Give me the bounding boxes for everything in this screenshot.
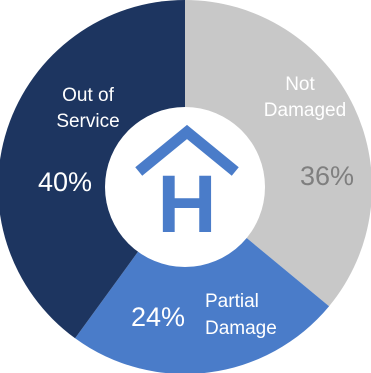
donut-hole <box>105 107 265 267</box>
slice-percent-label: 36% <box>300 161 354 191</box>
center-letter: H <box>157 159 216 250</box>
slice-label-line: Damaged <box>264 100 346 121</box>
slice-label-line: Damage <box>205 318 277 339</box>
slice-not-damaged <box>185 0 371 307</box>
slice-partial-damage <box>75 187 330 373</box>
slice-label-line: Not <box>285 74 315 95</box>
slice-out-of-service <box>0 0 185 339</box>
hospital-house-icon: H <box>135 124 239 250</box>
roof-icon <box>135 124 239 176</box>
slice-label-line: Partial <box>205 291 259 312</box>
slice-percent-label: 40% <box>38 167 92 197</box>
slice-label-line: Out of <box>62 85 114 106</box>
slice-percent-label: 24% <box>131 302 185 332</box>
slice-label-line: Service <box>56 111 119 132</box>
